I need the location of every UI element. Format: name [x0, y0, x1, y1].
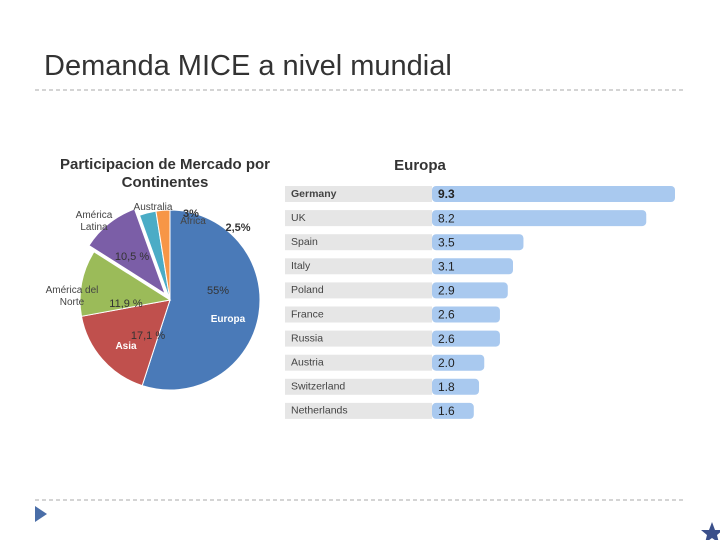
category-label: Poland — [291, 284, 324, 296]
slide-title: Demanda MICE a nivel mundial — [44, 50, 452, 82]
row-band — [285, 306, 432, 323]
bar — [432, 282, 508, 299]
value-label: 8.2 — [438, 211, 455, 225]
category-label: UK — [291, 212, 306, 224]
pie-slice — [141, 209, 261, 391]
category-label: Spain — [291, 236, 318, 248]
value-label: 2,5% — [225, 222, 251, 234]
bar-title: Europa — [394, 157, 446, 174]
bar — [432, 402, 474, 419]
pie-title: Participacion de Mercado por Continentes — [59, 156, 271, 191]
bullet — [35, 506, 47, 522]
bar — [432, 330, 500, 347]
value-label: 3.1 — [438, 259, 455, 273]
category-label: France — [291, 308, 324, 320]
value-label: 1.8 — [438, 380, 455, 394]
category-label: Australia — [133, 202, 173, 213]
category-label: Switzerland — [291, 381, 345, 393]
value-label: 2.6 — [438, 308, 455, 322]
category-label: Russia — [291, 332, 323, 344]
row-band — [285, 402, 432, 419]
pie-slice — [155, 209, 171, 301]
row-band — [285, 330, 432, 347]
bar — [432, 210, 647, 227]
bar — [432, 354, 485, 371]
bar — [432, 186, 675, 202]
value-label: 9.3 — [438, 187, 455, 201]
category-label: Asia — [115, 341, 137, 352]
bar — [432, 378, 480, 395]
pie-slice — [80, 299, 171, 387]
value-label: 3.5 — [438, 235, 455, 249]
row-band — [285, 354, 432, 371]
row-band — [285, 258, 432, 275]
row-band — [285, 234, 432, 251]
value-label: 11,9 % — [109, 298, 143, 310]
bar — [432, 258, 513, 275]
bar — [432, 234, 524, 251]
category-label: Germany — [291, 188, 337, 200]
value-label: 3% — [183, 208, 199, 220]
value-label: 2.6 — [438, 332, 455, 346]
row-band — [285, 210, 432, 227]
value-label: 17,1 % — [130, 330, 166, 342]
value-label: 1.6 — [438, 404, 455, 418]
row-band — [285, 186, 432, 202]
category-label: Netherlands — [291, 405, 348, 417]
star-icon — [701, 522, 720, 540]
category-label: Austria — [291, 356, 324, 368]
value-label: 10,5 % — [114, 251, 150, 263]
value-label: 55% — [206, 285, 230, 297]
row-band — [285, 282, 432, 299]
category-label: América del Norte — [45, 285, 99, 308]
category-label: Europa — [210, 314, 246, 325]
value-label: 2.0 — [438, 356, 455, 370]
category-label: Africa — [180, 216, 206, 227]
category-label: América Latina — [75, 210, 113, 233]
pie-slice — [88, 208, 166, 295]
bar — [432, 306, 500, 323]
pie-slice — [79, 251, 172, 317]
category-label: Italy — [291, 260, 311, 272]
row-band — [285, 378, 432, 395]
value-label: 2.9 — [438, 284, 455, 298]
